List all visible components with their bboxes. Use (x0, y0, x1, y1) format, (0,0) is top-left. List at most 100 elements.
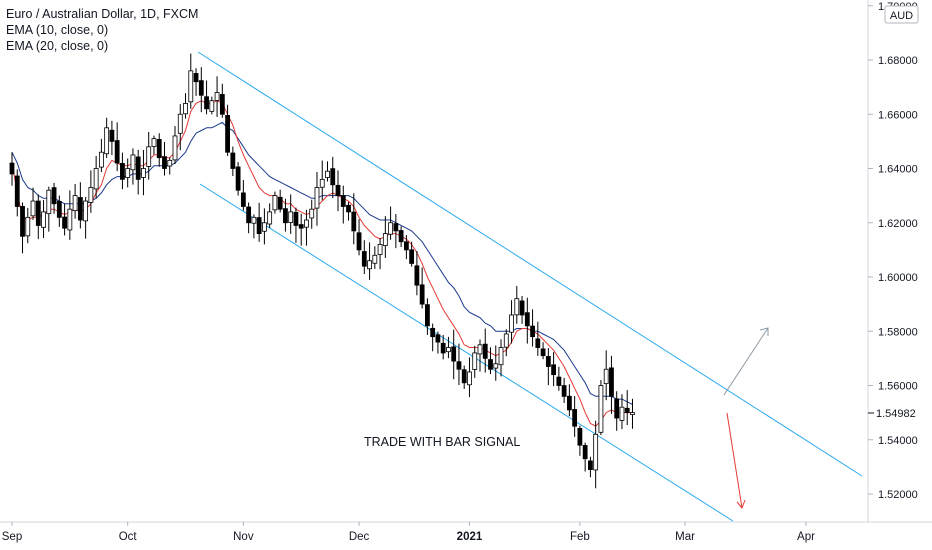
candle-body (130, 154, 136, 171)
down-arrow-line (726, 412, 743, 509)
candle-body (335, 184, 341, 197)
candle-body (530, 325, 535, 338)
candle-body (198, 80, 204, 96)
candle-body (619, 406, 625, 421)
annotation-text: TRADE WITH BAR SIGNAL (364, 435, 520, 449)
candle-body (167, 159, 173, 167)
price-tick-label: 1.58000 (878, 326, 918, 338)
candle-body (503, 333, 509, 348)
candle-body (277, 196, 283, 210)
channel-upper-line (197, 51, 863, 477)
candle-body (603, 368, 609, 385)
ema20-legend[interactable]: EMA (20, close, 0) (6, 39, 109, 53)
currency-label: AUD (890, 10, 913, 22)
time-axis[interactable]: Sep Oct Nov Dec 2021 Feb Mar Apr (2, 522, 815, 543)
candle-body (56, 200, 62, 218)
candle-body (177, 113, 183, 134)
candle-body (561, 385, 567, 397)
candle-body (62, 216, 67, 229)
candle-body (172, 135, 178, 161)
candle-body (20, 206, 25, 237)
candle-body (435, 334, 441, 343)
candle-body (193, 73, 199, 83)
candle-body (524, 312, 530, 327)
candle-body (514, 298, 520, 316)
candle-body (67, 208, 73, 231)
candle-body (425, 304, 430, 327)
candle-body (319, 178, 325, 188)
candle-body (246, 206, 252, 224)
candle-body (235, 166, 241, 191)
candle-body (330, 168, 336, 186)
up-arrow-line (723, 327, 769, 396)
candle-body (88, 187, 94, 203)
candle-body (451, 346, 457, 362)
price-tick-label: 1.68000 (878, 55, 918, 67)
price-axis[interactable]: 1.52000 1.54000 1.56000 1.58000 1.60000 1.620… (868, 1, 918, 501)
candle-body (314, 187, 320, 209)
price-tick-label: 1.60000 (878, 272, 918, 284)
down-arrow-head (736, 499, 746, 509)
price-tick-label: 1.54000 (878, 435, 918, 447)
candle-body (630, 412, 635, 415)
candle-body (488, 359, 493, 370)
candle-body (493, 363, 499, 369)
candle-body (535, 338, 541, 348)
currency-badge[interactable]: AUD (884, 5, 919, 24)
candle-body (151, 138, 157, 147)
candle-body (456, 361, 462, 370)
trend-channel (197, 51, 863, 522)
candle-body (367, 260, 372, 270)
candle-body (382, 233, 388, 246)
price-tick-label: 1.52000 (878, 489, 918, 501)
candle-body (598, 385, 604, 433)
candle-body (477, 344, 483, 355)
candle-body (288, 211, 294, 223)
price-tick-label: 1.56000 (878, 381, 918, 393)
candle-body (93, 168, 99, 190)
candle-body (377, 244, 383, 255)
candle-body (183, 103, 188, 115)
candle-body (393, 223, 399, 232)
candle-body (614, 398, 620, 419)
candle-body (251, 216, 257, 224)
candle-body (293, 211, 299, 226)
candle-body (351, 211, 357, 232)
candle-body (556, 376, 562, 386)
candle-body (461, 369, 467, 384)
channel-lower-line (199, 183, 734, 522)
time-tick-label: Dec (349, 531, 370, 543)
candle-body (372, 254, 378, 264)
candle-body (309, 208, 315, 219)
chart-legend: Euro / Australian Dollar, 1D, FXCM EMA (… (6, 6, 198, 54)
candle-body (572, 409, 578, 427)
candle-body (624, 407, 630, 414)
price-tick-label: 1.66000 (878, 109, 918, 121)
candle-body (230, 152, 236, 169)
candle-body (120, 163, 125, 180)
last-price-tag: 1.54982 (868, 408, 916, 420)
candle-body (14, 175, 20, 207)
candle-body (588, 460, 593, 470)
candle-body (403, 241, 409, 251)
candle-body (135, 156, 141, 180)
up-arrow-head (759, 327, 769, 336)
candle-body (509, 314, 514, 333)
candle-body (272, 195, 278, 211)
candle-body (141, 168, 146, 178)
time-tick-label: Oct (119, 531, 138, 543)
candle-body (482, 343, 488, 359)
candle-body (146, 146, 152, 167)
candle-body (283, 208, 288, 224)
candle-body (83, 200, 89, 222)
time-tick-label: Sep (2, 531, 22, 543)
candle-body (51, 187, 57, 205)
ema10-legend[interactable]: EMA (10, close, 0) (6, 23, 109, 37)
symbol-title[interactable]: Euro / Australian Dollar, 1D, FXCM (6, 7, 199, 21)
candle-body (498, 347, 504, 366)
candle-body (9, 162, 15, 175)
candle-body (225, 115, 230, 153)
candle-body (25, 216, 31, 237)
candle-body (114, 140, 120, 164)
